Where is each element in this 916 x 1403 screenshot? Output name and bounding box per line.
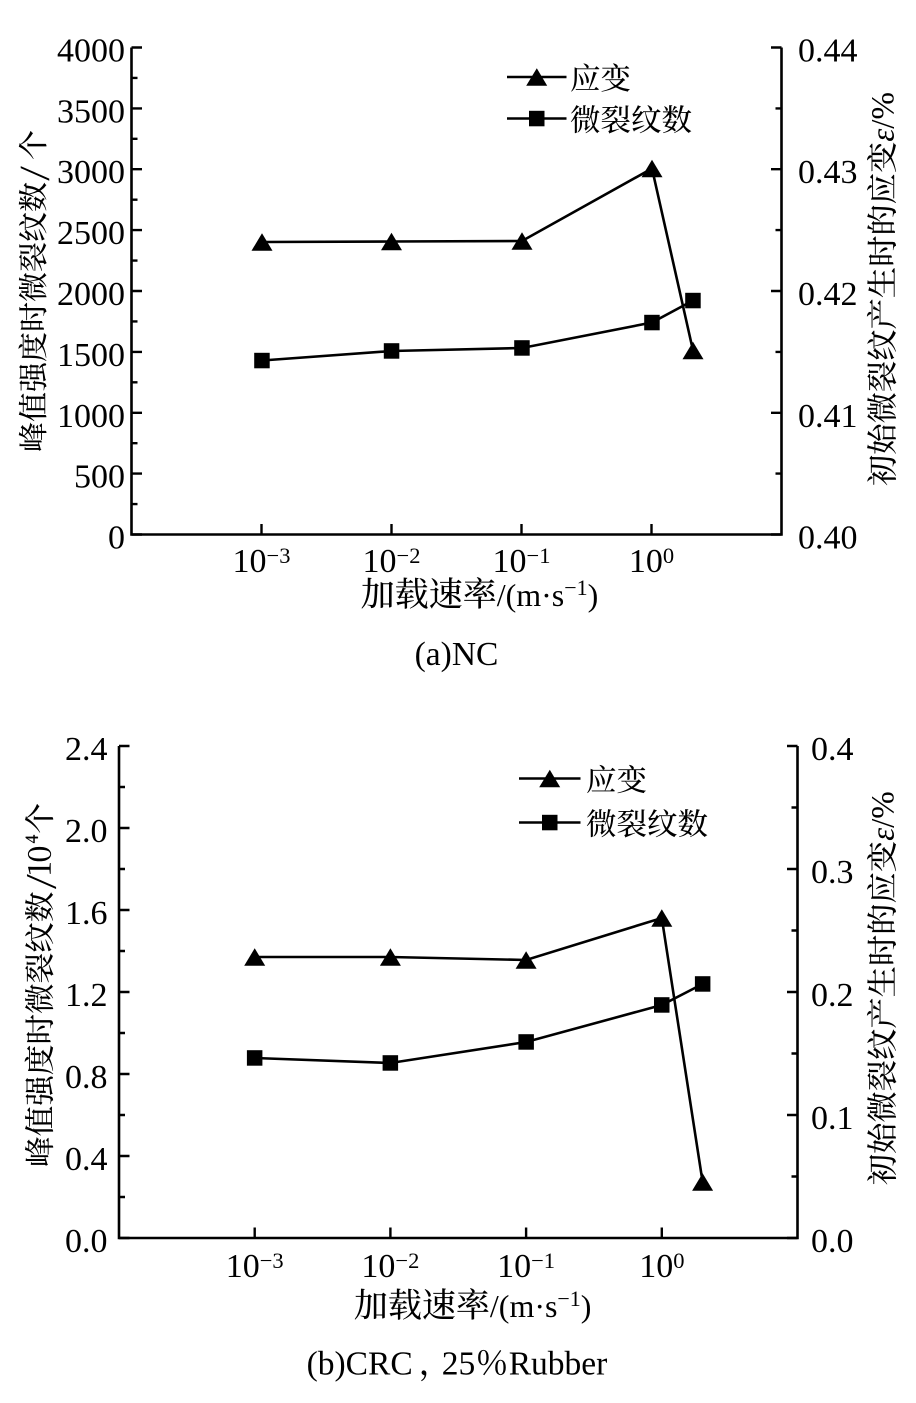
svg-text:0.2: 0.2 [811, 977, 854, 1014]
svg-text:0.43: 0.43 [798, 154, 858, 191]
svg-text:ε: ε [866, 828, 902, 841]
svg-text:0.41: 0.41 [798, 398, 858, 435]
svg-text:−1: −1 [531, 1248, 555, 1273]
svg-text:10: 10 [493, 543, 527, 580]
svg-text:0.0: 0.0 [65, 1223, 108, 1260]
svg-text:1500: 1500 [57, 337, 125, 374]
svg-text:/%: /% [866, 92, 902, 129]
svg-text:2.0: 2.0 [65, 813, 108, 850]
svg-text:/(m·s: /(m·s [490, 1288, 558, 1324]
svg-text:25: 25 [442, 1346, 476, 1383]
svg-text:(b)CRC: (b)CRC [307, 1346, 413, 1383]
svg-text:−1: −1 [527, 543, 551, 568]
svg-text:0.44: 0.44 [798, 33, 858, 70]
svg-text:−1: −1 [564, 575, 587, 600]
svg-text:0: 0 [673, 1248, 684, 1273]
svg-text:−2: −2 [395, 1248, 419, 1273]
svg-text:1.2: 1.2 [65, 977, 108, 1014]
svg-text:0.8: 0.8 [65, 1059, 108, 1096]
svg-text:3500: 3500 [57, 93, 125, 130]
svg-text:): ) [588, 577, 599, 613]
svg-text:0: 0 [108, 520, 125, 557]
svg-text:10: 10 [639, 1248, 673, 1285]
svg-text:10: 10 [629, 543, 663, 580]
svg-text:(a)NC: (a)NC [415, 636, 499, 673]
svg-text:10: 10 [363, 543, 397, 580]
svg-text:/(m·s: /(m·s [497, 577, 565, 613]
svg-text:1.6: 1.6 [65, 895, 108, 932]
svg-text:10: 10 [497, 1248, 531, 1285]
svg-text:0.42: 0.42 [798, 276, 858, 313]
svg-text:1000: 1000 [57, 398, 125, 435]
svg-text:−2: −2 [397, 543, 421, 568]
svg-text:2000: 2000 [57, 276, 125, 313]
svg-text:0.3: 0.3 [811, 854, 854, 891]
svg-text:): ) [581, 1288, 592, 1324]
svg-text:−3: −3 [260, 1248, 284, 1273]
svg-text:−3: −3 [267, 543, 291, 568]
svg-text:−1: −1 [557, 1286, 580, 1311]
svg-text:0.4: 0.4 [65, 1141, 108, 1178]
svg-text:0.0: 0.0 [811, 1223, 854, 1260]
svg-text:2500: 2500 [57, 215, 125, 252]
svg-text:Rubber: Rubber [509, 1346, 608, 1383]
svg-text:0.1: 0.1 [811, 1100, 854, 1137]
svg-text:2.4: 2.4 [65, 731, 108, 768]
svg-text:10: 10 [233, 543, 267, 580]
svg-text:10: 10 [361, 1248, 395, 1285]
svg-text:0: 0 [663, 543, 674, 568]
svg-text:0.40: 0.40 [798, 520, 858, 557]
svg-text:4000: 4000 [57, 33, 125, 70]
svg-text:3000: 3000 [57, 154, 125, 191]
svg-text:10: 10 [226, 1248, 260, 1285]
svg-text:0.4: 0.4 [811, 731, 854, 768]
svg-text:/%: /% [866, 791, 902, 828]
svg-text:ε: ε [866, 129, 902, 142]
svg-text:500: 500 [74, 459, 125, 496]
